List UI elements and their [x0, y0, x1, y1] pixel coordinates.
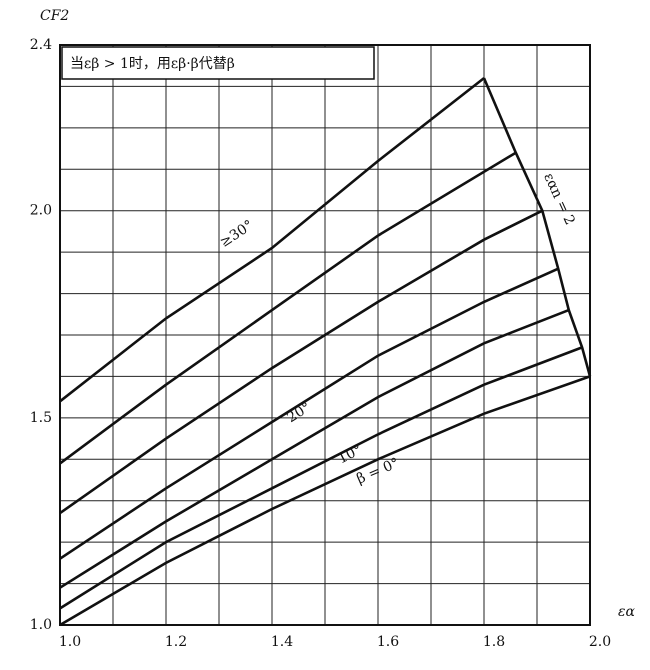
line-series: [482, 77, 592, 377]
line-series: [59, 346, 583, 610]
curve-label: ≥30°: [217, 217, 256, 251]
x-tick-label: 1.8: [483, 634, 505, 650]
line-series: [59, 77, 485, 403]
line-series: [59, 209, 543, 515]
x-tick-label: 1.2: [165, 634, 187, 650]
line-series: [59, 267, 559, 560]
x-tick-label: 1.4: [271, 634, 293, 650]
line-series: [59, 151, 517, 465]
x-tick-label: 2.0: [589, 634, 611, 650]
y-tick-label: 2.4: [30, 37, 52, 53]
title-box: [61, 46, 375, 80]
y-tick-label: 2.0: [30, 203, 52, 219]
curve-label: 10°: [335, 442, 364, 468]
plot-frame: [59, 44, 591, 626]
y-axis-label: CF2: [40, 8, 69, 24]
chart-title: 当εβ > 1时，用εβ·β代替β: [70, 56, 235, 72]
x-tick-label: 1.6: [377, 634, 399, 650]
x-tick-label: 1.0: [59, 634, 81, 650]
curve-label: 20°: [284, 399, 314, 426]
y-tick-label: 1.0: [30, 617, 52, 633]
y-tick-label: 1.5: [30, 410, 52, 426]
line-series: [59, 308, 570, 589]
line-series: [59, 375, 591, 627]
x-axis-label: εα: [618, 604, 636, 620]
